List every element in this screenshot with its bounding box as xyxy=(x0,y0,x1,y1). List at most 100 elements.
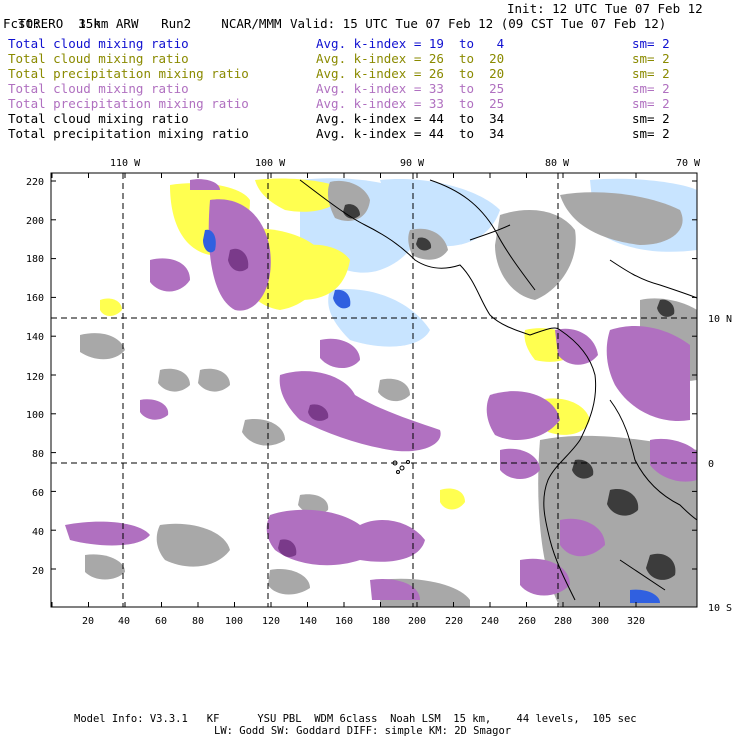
legend-sm: sm= 2 xyxy=(632,111,670,126)
legend-field: Total precipitation mixing ratio xyxy=(8,96,249,111)
legend-kindex: Avg. k-index = 26 to 20 xyxy=(316,51,505,66)
model-name: TORERO xyxy=(18,16,64,31)
x-tick-label: 300 xyxy=(591,616,609,627)
lat-label: 10 N xyxy=(708,314,732,325)
run-label: Run2 xyxy=(161,16,192,31)
legend-row: Total precipitation mixing ratio xyxy=(8,66,249,81)
legend-sm: sm= 2 xyxy=(632,81,670,96)
y-tick-label: 100 xyxy=(26,410,44,421)
cloud-region xyxy=(328,289,430,347)
cloud-region xyxy=(65,521,150,546)
cloud-region xyxy=(85,554,125,580)
x-tick-label: 120 xyxy=(262,616,280,627)
axis-ticks xyxy=(51,173,697,607)
x-tick-label: 100 xyxy=(225,616,243,627)
legend-row: Total cloud mixing ratio xyxy=(8,81,189,96)
legend-kindex: Avg. k-index = 19 to 4 xyxy=(316,36,505,51)
forecast-hour: Fcst: 3 h xyxy=(3,16,101,31)
header-title-line: TORERO 15km ARW Run2 NCAR/MMM xyxy=(3,1,282,31)
y-tick-label: 120 xyxy=(26,372,44,383)
legend-sm: sm= 2 xyxy=(632,51,670,66)
x-tick-label: 240 xyxy=(481,616,499,627)
cloud-core xyxy=(416,237,432,251)
purple-cloud-layer xyxy=(65,179,697,600)
legend-sm: sm= 2 xyxy=(632,36,670,51)
cloud-region xyxy=(279,371,441,452)
cloud-region xyxy=(242,419,285,446)
cloud-region xyxy=(440,488,465,510)
x-tick-label: 80 xyxy=(192,616,204,627)
lon-label: 70 W xyxy=(676,158,701,169)
fcst-label: Fcst: xyxy=(3,16,41,31)
cloud-region xyxy=(495,210,576,300)
lon-label: 90 W xyxy=(400,158,425,169)
y-tick-label: 40 xyxy=(32,527,44,538)
cloud-core xyxy=(646,553,676,580)
y-tick-label: 220 xyxy=(26,177,44,188)
x-tick-label: 60 xyxy=(155,616,167,627)
fcst-value: 3 h xyxy=(78,16,101,31)
legend-row: Total cloud mixing ratio xyxy=(8,36,189,51)
x-tick-label: 220 xyxy=(445,616,463,627)
y-tick-label: 180 xyxy=(26,254,44,265)
cloud-region xyxy=(298,494,329,515)
cloud-region xyxy=(650,438,697,482)
legend-kindex: Avg. k-index = 33 to 25 xyxy=(316,96,505,111)
cloud-region xyxy=(560,192,683,245)
cloud-core xyxy=(657,299,675,317)
coastline xyxy=(299,179,697,601)
legend-row: Total cloud mixing ratio xyxy=(8,111,189,126)
precip-core xyxy=(308,404,329,421)
y-tick-label: 60 xyxy=(32,488,44,499)
x-tick-label: 140 xyxy=(299,616,317,627)
valid-time: Valid: 15 UTC Tue 07 Feb 12 (09 CST Tue … xyxy=(290,16,667,31)
cloud-region xyxy=(560,518,605,557)
model-resolution: 15km ARW xyxy=(78,16,139,31)
cloud-region xyxy=(198,368,230,392)
lat-label: 10 S xyxy=(708,603,732,614)
legend-kindex: Avg. k-index = 33 to 25 xyxy=(316,81,505,96)
cloud-region xyxy=(158,368,190,392)
legend-field: Total precipitation mixing ratio xyxy=(8,126,249,141)
legend-row: Total cloud mixing ratio xyxy=(8,51,189,66)
cloud-region xyxy=(500,448,540,479)
cloud-region xyxy=(140,399,169,420)
x-tick-label: 160 xyxy=(335,616,353,627)
legend-sm: sm= 2 xyxy=(632,126,670,141)
cloud-region xyxy=(606,325,690,421)
cloud-core xyxy=(572,459,594,479)
init-time: Init: 12 UTC Tue 07 Feb 12 xyxy=(507,1,703,16)
cloud-region xyxy=(370,578,420,600)
legend-row: Total precipitation mixing ratio xyxy=(8,96,249,111)
cloud-region xyxy=(268,569,310,595)
legend-kindex: Avg. k-index = 26 to 20 xyxy=(316,66,505,81)
precip-core xyxy=(278,539,297,558)
cloud-region xyxy=(150,258,190,292)
cloud-region xyxy=(378,378,410,402)
cloud-region xyxy=(320,338,360,369)
legend-field: Total precipitation mixing ratio xyxy=(8,66,249,81)
x-tick-label: 40 xyxy=(118,616,130,627)
legend-field: Total cloud mixing ratio xyxy=(8,81,189,96)
legend-field: Total cloud mixing ratio xyxy=(8,111,189,126)
map-frame xyxy=(50,172,698,608)
cloud-region xyxy=(100,298,122,316)
legend-kindex: Avg. k-index = 44 to 34 xyxy=(316,111,505,126)
cloud-region xyxy=(80,333,125,360)
legend-field: Total cloud mixing ratio xyxy=(8,36,189,51)
lat-lon-grid xyxy=(51,173,697,607)
legend-row: Total precipitation mixing ratio xyxy=(8,126,249,141)
legend-kindex: Avg. k-index = 44 to 34 xyxy=(316,126,505,141)
legend-field: Total cloud mixing ratio xyxy=(8,51,189,66)
cloud-region xyxy=(327,180,370,221)
precip-core xyxy=(228,248,249,272)
blue-cloud-layer xyxy=(203,229,660,603)
x-tick-label: 20 xyxy=(82,616,94,627)
cloud-region xyxy=(630,589,660,603)
lon-label: 100 W xyxy=(255,158,286,169)
cloud-region xyxy=(380,179,500,247)
lon-label: 110 W xyxy=(110,158,141,169)
center-label: NCAR/MMM xyxy=(221,16,282,31)
cloud-region xyxy=(203,229,216,253)
x-tick-label: 200 xyxy=(408,616,426,627)
